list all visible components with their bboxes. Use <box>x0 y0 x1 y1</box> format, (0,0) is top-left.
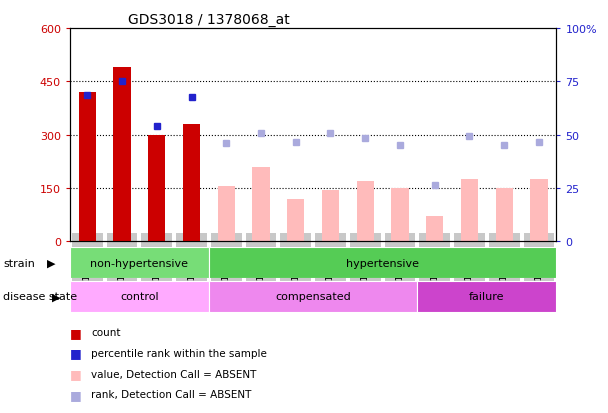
Bar <box>287 199 305 242</box>
Bar <box>392 188 409 242</box>
Bar <box>252 167 270 242</box>
Text: hypertensive: hypertensive <box>346 258 419 268</box>
Text: failure: failure <box>469 291 505 301</box>
Text: compensated: compensated <box>275 291 351 301</box>
Bar <box>356 181 374 242</box>
Text: rank, Detection Call = ABSENT: rank, Detection Call = ABSENT <box>91 389 252 399</box>
Bar <box>70 248 209 279</box>
Text: ▶: ▶ <box>47 259 56 268</box>
Bar <box>209 248 556 279</box>
Text: control: control <box>120 291 159 301</box>
Bar <box>70 281 209 312</box>
Bar <box>78 93 96 242</box>
Bar <box>148 135 165 242</box>
Text: ■: ■ <box>70 367 81 380</box>
Bar <box>322 190 339 242</box>
Text: percentile rank within the sample: percentile rank within the sample <box>91 348 267 358</box>
Text: strain: strain <box>3 259 35 268</box>
Bar <box>183 125 200 242</box>
Bar <box>426 217 443 242</box>
Text: value, Detection Call = ABSENT: value, Detection Call = ABSENT <box>91 369 257 379</box>
Text: GDS3018 / 1378068_at: GDS3018 / 1378068_at <box>128 12 290 26</box>
Bar <box>496 188 513 242</box>
Text: disease state: disease state <box>3 292 77 301</box>
Text: non-hypertensive: non-hypertensive <box>91 258 188 268</box>
Bar <box>218 187 235 242</box>
Text: ■: ■ <box>70 326 81 339</box>
Bar <box>461 180 478 242</box>
Text: ■: ■ <box>70 347 81 360</box>
Bar <box>417 281 556 312</box>
Text: count: count <box>91 328 121 337</box>
Text: ■: ■ <box>70 388 81 401</box>
Bar <box>530 180 548 242</box>
Bar <box>209 281 417 312</box>
Text: ▶: ▶ <box>52 292 61 301</box>
Bar <box>113 68 131 242</box>
